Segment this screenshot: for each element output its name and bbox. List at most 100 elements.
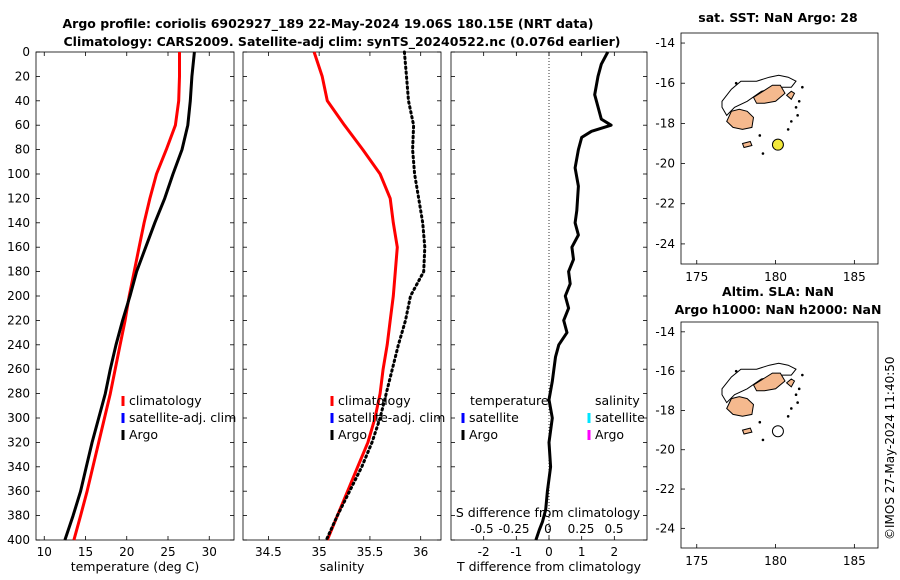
temperature-climatology-line — [72, 52, 181, 541]
salinity-difference-tick: -0.25 — [498, 522, 529, 536]
difference-axis-label: T difference from climatology — [456, 559, 642, 574]
map-sla-xtick-label: 180 — [764, 554, 787, 568]
map-sla-islet — [797, 387, 801, 391]
map-sst-float-marker — [771, 138, 784, 151]
depth-ytick-label: 240 — [7, 338, 30, 352]
map-sla-islet — [790, 407, 793, 410]
depth-ytick-label: 200 — [7, 289, 30, 303]
salinity-xtick-label: 35.5 — [357, 545, 384, 559]
temperature-legend-label: satellite-adj. clim — [129, 410, 236, 425]
map-sla-islet — [796, 401, 799, 404]
salinity-xtick-label: 35 — [312, 545, 327, 559]
difference-legend-salinity-title: salinity — [595, 393, 640, 408]
temperature-plot-frame — [35, 51, 235, 541]
map-sla-ytick-label: -22 — [655, 482, 675, 496]
map-sst-islet — [790, 120, 793, 123]
map-sla-ytick-label: -18 — [655, 403, 675, 417]
difference-xtick-label: 1 — [578, 545, 586, 559]
map-sla-reef-outline — [721, 362, 797, 404]
map-sla-island — [741, 427, 753, 435]
depth-ytick-label: 340 — [7, 460, 30, 474]
map-sst-frame — [680, 32, 879, 265]
temperature-legend-label: Argo — [129, 427, 158, 442]
map-sst-ytick-label: -16 — [655, 76, 675, 90]
figure-title-line2: Climatology: CARS2009. Satellite-adj cli… — [63, 34, 620, 50]
depth-ytick-label: 160 — [7, 240, 30, 254]
map-sla-title-line2: Argo h1000: NaN h2000: NaN — [675, 302, 882, 317]
difference-argo-line — [534, 51, 613, 541]
difference-xtick-label: 0 — [545, 545, 553, 559]
map-sst-xtick-label: 185 — [843, 270, 866, 284]
temperature-axis-label: temperature (deg C) — [71, 559, 200, 574]
depth-ytick-label: 140 — [7, 216, 30, 230]
map-sst-islet — [761, 152, 765, 155]
difference-legend-salinity-label: Argo — [595, 427, 624, 442]
salinity-legend-label: Argo — [338, 427, 367, 442]
map-sst-island — [752, 84, 786, 104]
temperature-legend-label: climatology — [129, 393, 202, 408]
map-sst-xtick-label: 175 — [685, 270, 708, 284]
depth-ytick-label: 300 — [7, 411, 30, 425]
map-sla-islet — [801, 373, 804, 377]
map-sla-xtick-label: 185 — [843, 554, 866, 568]
difference-xtick-label: -2 — [478, 545, 490, 559]
map-sla-islet — [786, 415, 790, 418]
difference-legend-salinity-label: satellite — [595, 410, 645, 425]
map-sst-island — [741, 140, 753, 149]
temperature-xtick-label: 20 — [119, 545, 134, 559]
depth-ytick-label: 280 — [7, 387, 30, 401]
temperature-argo-line — [63, 51, 196, 541]
map-sst-islet — [734, 81, 738, 85]
salinity-difference-tick: 0 — [544, 522, 552, 536]
salinity-difference-tick: 0.5 — [604, 522, 623, 536]
difference-legend-temperature-title: temperature — [470, 393, 549, 408]
depth-ytick-label: 260 — [7, 362, 30, 376]
temperature-xtick-label: 10 — [37, 545, 52, 559]
map-sst-islet — [794, 106, 798, 109]
map-sla-float-marker — [771, 425, 784, 438]
map-sla-island — [726, 396, 755, 417]
depth-ytick-label: 120 — [7, 191, 30, 205]
map-sst-islet — [758, 134, 762, 137]
map-sst-ytick-label: -20 — [655, 157, 675, 171]
depth-ytick-label: 40 — [15, 94, 30, 108]
map-sst-islet — [786, 128, 790, 131]
salinity-difference-label: S difference from climatology — [456, 505, 641, 520]
depth-ytick-label: 320 — [7, 435, 30, 449]
salinity-xtick-label: 36 — [413, 545, 428, 559]
temperature-xtick-label: 15 — [78, 545, 93, 559]
temperature-xtick-label: 30 — [202, 545, 217, 559]
map-sla-ytick-label: -20 — [655, 443, 675, 457]
map-sst-island — [785, 90, 796, 101]
map-sst-islet — [797, 99, 801, 103]
salinity-legend-label: satellite-adj. clim — [338, 410, 445, 425]
map-sst-ytick-label: -22 — [655, 197, 675, 211]
map-sst-islet — [796, 114, 799, 117]
difference-legend-temperature-label: Argo — [469, 427, 498, 442]
depth-ytick-label: 220 — [7, 313, 30, 327]
map-sst-ytick-label: -24 — [655, 237, 675, 251]
salinity-legend-label: climatology — [338, 393, 411, 408]
difference-xtick-label: 2 — [611, 545, 619, 559]
map-sla-ytick-label: -14 — [655, 325, 675, 339]
map-sst-xtick-label: 180 — [764, 270, 787, 284]
salinity-difference-tick: 0.25 — [568, 522, 595, 536]
map-sla-frame — [680, 321, 879, 549]
depth-ytick-label: 400 — [7, 533, 30, 547]
difference-legend-temperature-label: satellite — [469, 410, 519, 425]
map-sla-islet — [758, 420, 762, 424]
temperature-xtick-label: 25 — [160, 545, 175, 559]
map-sla-island — [752, 372, 786, 392]
map-sla-islet — [761, 438, 765, 442]
salinity-argo-line — [324, 50, 427, 542]
map-sla-islet — [734, 369, 738, 373]
salinity-climatology-line — [312, 51, 399, 541]
depth-ytick-label: 100 — [7, 167, 30, 181]
credit-stamp: ©IMOS 27-May-2024 11:40:50 — [883, 356, 897, 540]
salinity-axis-label: salinity — [320, 559, 365, 574]
depth-ytick-label: 20 — [15, 69, 30, 83]
figure-title-line1: Argo profile: coriolis 6902927_189 22-Ma… — [63, 16, 594, 32]
map-sst-islet — [801, 85, 804, 89]
depth-ytick-label: 0 — [22, 45, 30, 59]
